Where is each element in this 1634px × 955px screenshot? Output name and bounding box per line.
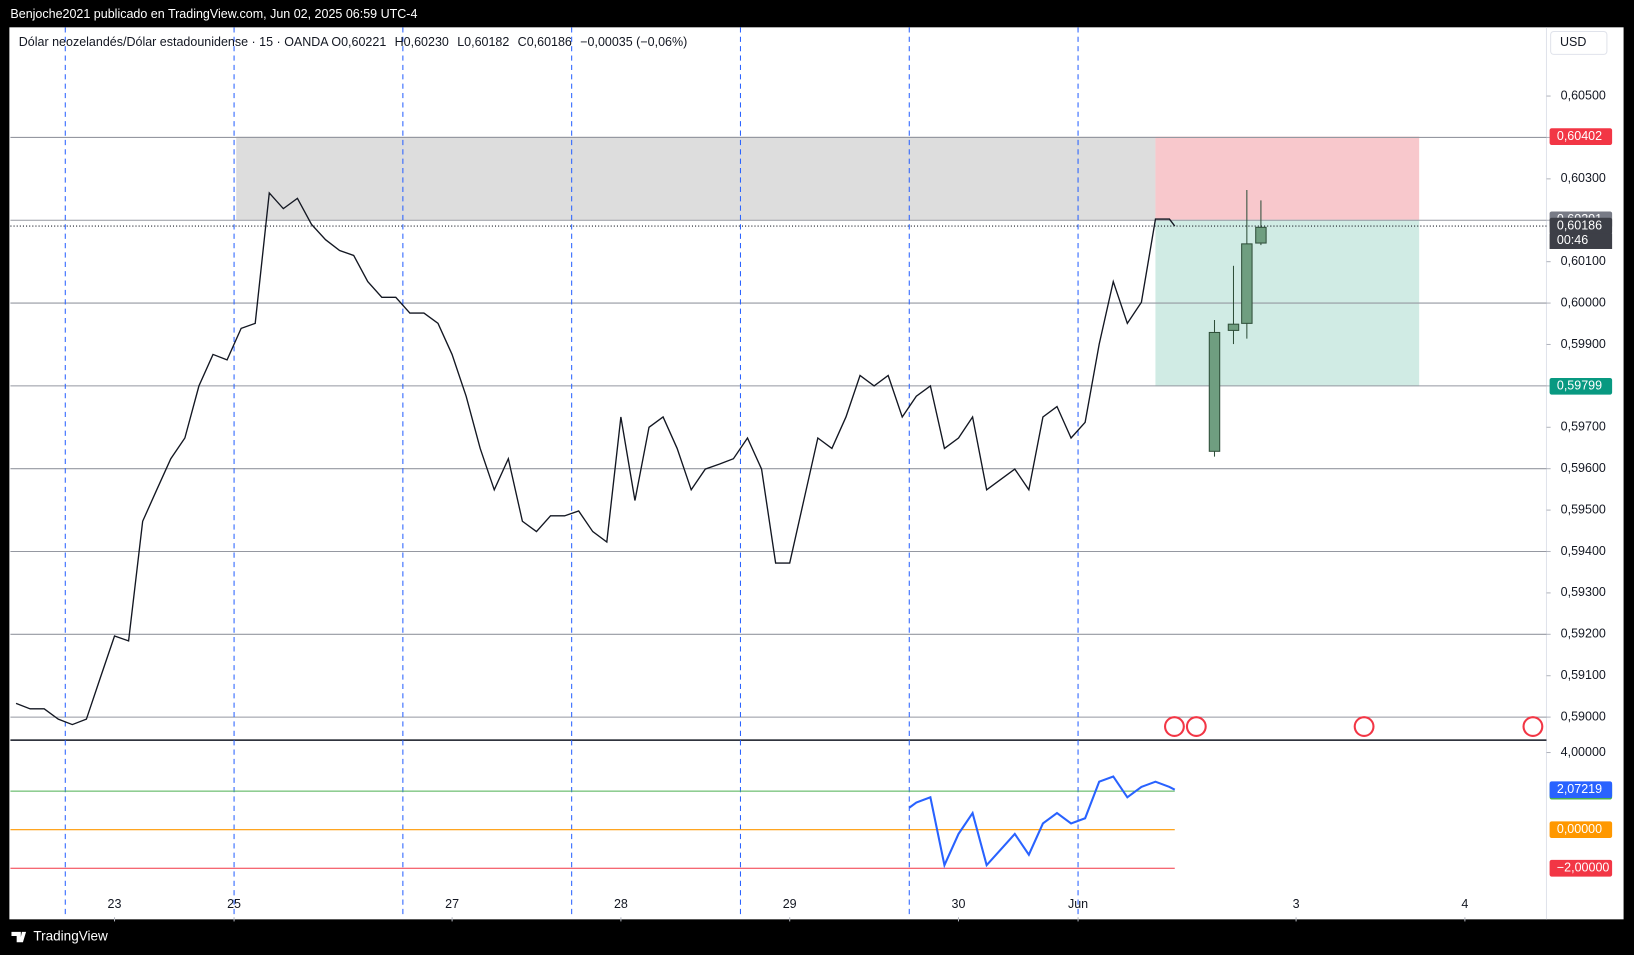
y-tick-label: 0,59600: [1561, 461, 1606, 475]
price-label: 0,59799: [1557, 379, 1602, 393]
price-label-box: [1549, 128, 1613, 145]
x-tick-label: 27: [445, 897, 459, 911]
countdown: 00:46: [1557, 233, 1588, 247]
y-tick-label: 0,59000: [1561, 709, 1606, 723]
ohlc-value: C0,60186: [518, 35, 572, 49]
countdown-box: [1549, 233, 1613, 249]
level-label: 0,00000: [1557, 822, 1602, 836]
x-tick-label: Jun: [1068, 897, 1088, 911]
y-tick-label: 0,59700: [1561, 420, 1606, 434]
level-label: −2,00000: [1557, 861, 1610, 875]
ohlc-value: O0,60221: [331, 35, 386, 49]
x-tick-label: 28: [614, 897, 628, 911]
x-tick-label: 23: [108, 897, 122, 911]
price-label: 0,60402: [1557, 129, 1602, 143]
caption: Benjoche2021 publicado en TradingView.co…: [10, 7, 417, 21]
y-tick-label: 0,59500: [1561, 502, 1606, 516]
y-tick-label: 0,60500: [1561, 88, 1606, 102]
y-tick-label: 0,59400: [1561, 544, 1606, 558]
price-label: 0,60186: [1557, 218, 1602, 232]
candle-body: [1255, 226, 1267, 244]
ohlc-value: −0,00035 (−0,06%): [580, 35, 687, 49]
indicator-last-box: [1549, 781, 1613, 799]
currency[interactable]: USD: [1560, 35, 1586, 49]
ohlc-value: H0,60230: [395, 35, 449, 49]
x-tick-label: 3: [1293, 897, 1300, 911]
indicator-last-label: 2,07219: [1557, 782, 1602, 796]
price-line: [15, 191, 1176, 726]
event-icon: [1522, 716, 1544, 737]
level-label-box: [1549, 859, 1613, 877]
y-tick-label: 0,60300: [1561, 171, 1606, 185]
ohlc-value: L0,60182: [457, 35, 509, 49]
x-tick-label: 25: [227, 897, 241, 911]
position-stop: [1155, 136, 1420, 220]
x-tick-label: 30: [952, 897, 966, 911]
currency-button[interactable]: [1550, 30, 1608, 55]
x-tick-label: 4: [1461, 897, 1468, 911]
indicator-line: [908, 775, 1176, 869]
zone: [236, 136, 1156, 220]
x-tick-label: 29: [783, 897, 797, 911]
plot: 0,59000 0,59100 0,59200 0,59300 0,59400 0,595…: [10, 27, 1613, 922]
y2-tick-label: 4,00000: [1561, 745, 1606, 759]
brand: TradingView: [33, 929, 108, 944]
y-tick-label: 0,59100: [1561, 668, 1606, 682]
y-tick-label: 0,59900: [1561, 337, 1606, 351]
candle-body: [1227, 323, 1240, 331]
y-tick-label: 0,60100: [1561, 254, 1606, 268]
y-tick-label: 0,60000: [1561, 295, 1606, 309]
event-icon: [1353, 716, 1375, 737]
brand-logo: [11, 931, 27, 943]
candle-body: [1241, 243, 1253, 324]
symbol-title: Dólar neozelandés/Dólar estadounidense ·…: [19, 35, 330, 49]
event-icon: [1185, 716, 1207, 737]
y-tick-label: 0,59300: [1561, 585, 1606, 599]
candle-body: [1208, 331, 1221, 452]
y-tick-label: 0,59200: [1561, 627, 1606, 641]
price-label-box: [1549, 377, 1613, 395]
price-label-box: [1549, 217, 1613, 235]
event-icon: [1164, 716, 1185, 737]
level-label-box: [1549, 821, 1613, 839]
